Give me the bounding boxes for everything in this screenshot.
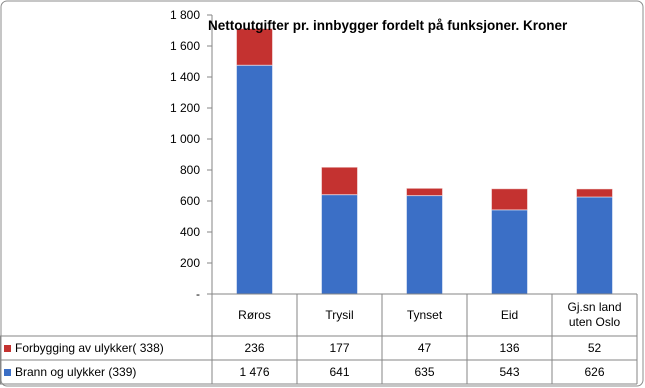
legend-marker	[4, 344, 11, 352]
legend-entry: Brann og ulykker (339)	[0, 360, 212, 384]
bar-segment	[576, 196, 613, 295]
category-label: Røros	[238, 307, 271, 322]
table-value: 1 476	[239, 364, 270, 379]
bar-segment	[491, 209, 528, 295]
y-tick-label: 1 200	[169, 101, 200, 115]
table-value: 626	[584, 364, 605, 379]
legend-label: Brann og ulykker (339)	[15, 364, 137, 379]
y-tick-label: 800	[179, 163, 200, 177]
y-tick-label: 1 800	[169, 8, 200, 22]
table-value: 543	[499, 364, 520, 379]
y-tick-label: 400	[179, 225, 200, 239]
category-label: Trysil	[325, 307, 354, 322]
bar-segment	[491, 188, 528, 211]
legend-label: Forbygging av ulykker( 338)	[15, 340, 164, 355]
table-value: 52	[587, 340, 602, 355]
y-tick-label: 1 600	[169, 39, 200, 53]
y-tick-label: 200	[179, 256, 200, 270]
bar-segment	[321, 194, 358, 295]
legend-entry: Forbygging av ulykker( 338)	[0, 336, 212, 360]
y-tick-label: 1 400	[169, 70, 200, 84]
table-value: 236	[244, 340, 265, 355]
bar-segment	[406, 195, 443, 295]
chart-title: Nettoutgifter pr. innbygger fordelt på f…	[208, 18, 568, 33]
table-value: 136	[499, 340, 520, 355]
bar-segment	[576, 188, 613, 198]
category-label: Tynset	[406, 307, 443, 322]
bar-segment	[406, 187, 443, 197]
category-label: Gj.sn land uten Oslo	[567, 300, 622, 329]
bar-segment	[236, 28, 273, 66]
y-tick-label: 1 000	[169, 132, 200, 146]
table-value: 47	[417, 340, 432, 355]
table-value: 641	[329, 364, 350, 379]
bar-segment	[321, 166, 358, 196]
y-tick-label: 600	[179, 194, 200, 208]
bar-segment	[236, 64, 273, 295]
table-value: 177	[329, 340, 350, 355]
legend-marker	[4, 368, 11, 376]
y-tick-label: -	[196, 287, 200, 301]
category-label: Eid	[500, 307, 519, 322]
table-value: 635	[414, 364, 435, 379]
